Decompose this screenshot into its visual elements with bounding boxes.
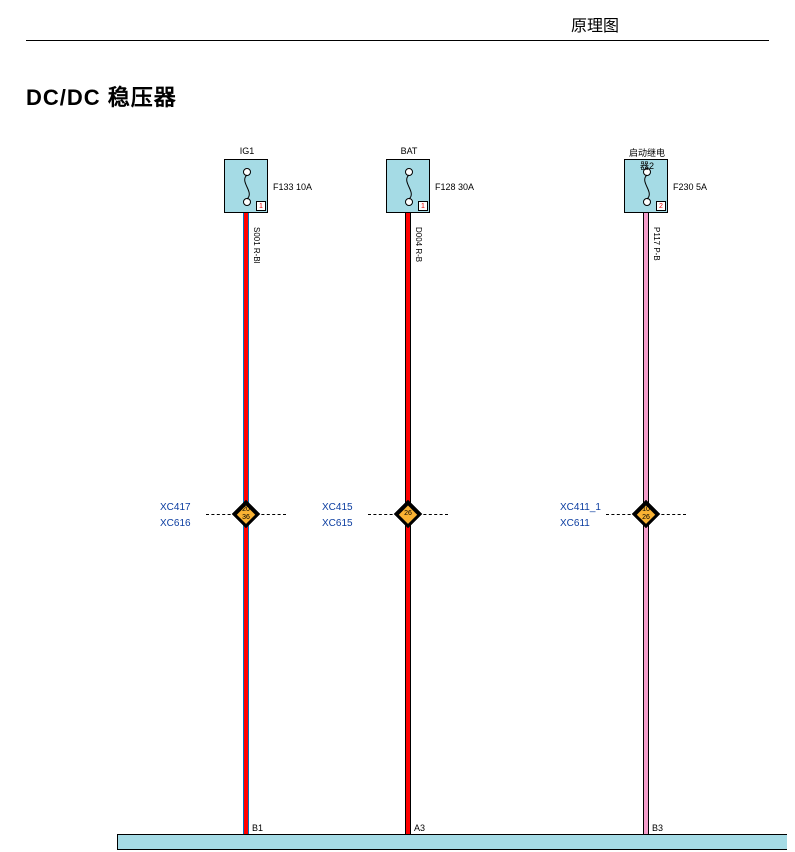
connector-dash-right bbox=[256, 514, 286, 515]
connector-label-bottom: XC611 bbox=[560, 518, 590, 529]
connector-label-bottom: XC616 bbox=[160, 518, 191, 529]
footer-module-box bbox=[117, 834, 787, 850]
fuse-rating-label: F230 5A bbox=[673, 182, 707, 192]
connector-pin-text: 2036 bbox=[236, 506, 256, 522]
fuse-pin-number: 1 bbox=[256, 201, 266, 211]
connector-pin-text: 26 bbox=[398, 510, 418, 518]
fuse-rating-label: F128 30A bbox=[435, 182, 474, 192]
fuse-box-f3: 2启动继电器2F230 5A bbox=[624, 159, 668, 213]
connector-label-top: XC415 bbox=[322, 502, 353, 513]
wire-id-label: P117 P-B bbox=[652, 213, 660, 834]
fuse-rating-label: F133 10A bbox=[273, 182, 312, 192]
fuse-pin-number: 1 bbox=[418, 201, 428, 211]
terminal-pin-label: B1 bbox=[252, 823, 263, 833]
connector-dash-right bbox=[656, 514, 686, 515]
terminal-pin-label: B3 bbox=[652, 823, 663, 833]
page-header: 原理图 bbox=[26, 0, 769, 41]
fuse-pin-number: 2 bbox=[656, 201, 666, 211]
fuse-box-f1: 1IG1F133 10A bbox=[224, 159, 268, 213]
connector-label-top: XC411_1 bbox=[560, 502, 601, 513]
terminal-pin-label: A3 bbox=[414, 823, 425, 833]
page-header-title: 原理图 bbox=[571, 12, 619, 36]
connector-pin-text: 1026 bbox=[636, 506, 656, 522]
connector-label-top: XC417 bbox=[160, 502, 191, 513]
main-title: DC/DC 稳压器 bbox=[26, 80, 177, 112]
wire-id-label: S001 R-Bl bbox=[252, 213, 260, 834]
fuse-source-label: 启动继电器2 bbox=[625, 146, 669, 172]
connector-dash-right bbox=[418, 514, 448, 515]
fuse-source-label: IG1 bbox=[225, 146, 269, 156]
wire-id-label: D004 R-B bbox=[414, 213, 422, 834]
fuse-box-f2: 1BATF128 30A bbox=[386, 159, 430, 213]
connector-label-bottom: XC615 bbox=[322, 518, 353, 529]
fuse-source-label: BAT bbox=[387, 146, 431, 156]
